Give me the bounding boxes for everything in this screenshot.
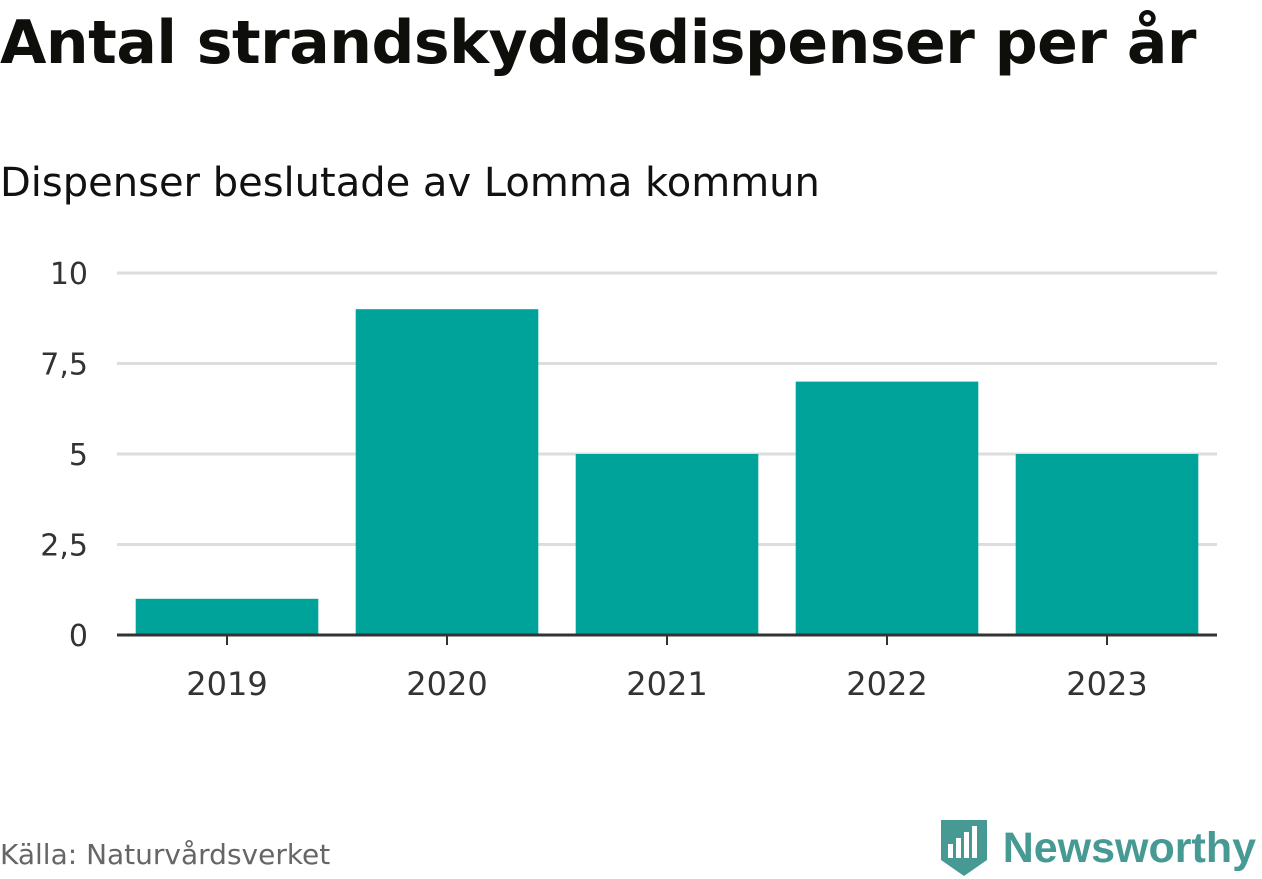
y-tick-label: 0 (69, 619, 88, 654)
chart-subtitle: Dispenser beslutade av Lomma kommun (0, 160, 820, 206)
y-tick-label: 2,5 (40, 529, 88, 564)
y-tick-label: 5 (69, 438, 88, 473)
x-tick-label: 2022 (846, 665, 927, 703)
chart-title: Antal strandskyddsdispenser per år (0, 8, 1196, 78)
newsworthy-logo-icon (940, 820, 987, 876)
bar-2020 (355, 309, 539, 635)
bar-2022 (795, 381, 979, 635)
y-tick-label: 7,5 (40, 348, 88, 383)
bar-2019 (135, 598, 319, 635)
brand-name: Newsworthy (1002, 823, 1256, 872)
x-tick-label: 2023 (1066, 665, 1147, 703)
bar-2023 (1015, 454, 1199, 635)
x-tick-label: 2020 (406, 665, 487, 703)
x-tick-label: 2019 (186, 665, 267, 703)
x-tick-label: 2021 (626, 665, 707, 703)
brand-logo: Newsworthy (939, 818, 1256, 878)
source-note: Källa: Naturvårdsverket (0, 838, 331, 871)
y-tick-label: 10 (50, 257, 88, 292)
bar-2021 (575, 454, 759, 635)
